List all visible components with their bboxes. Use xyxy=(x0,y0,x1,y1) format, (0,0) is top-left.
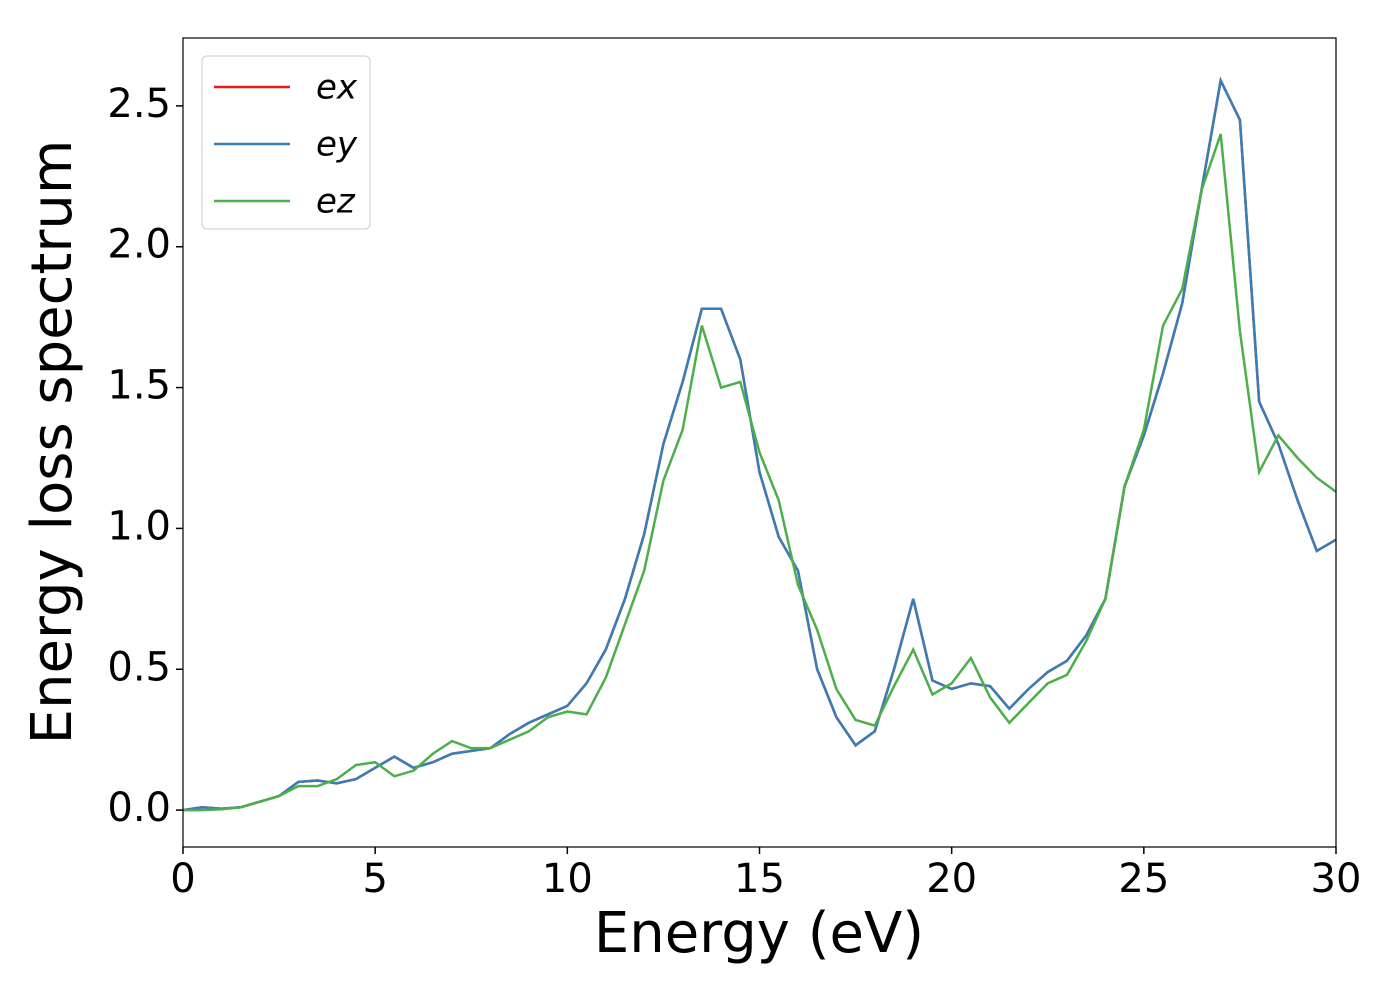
y-tick-label: 0.5 xyxy=(107,644,171,690)
x-axis-label: Energy (eV) xyxy=(594,901,924,966)
x-tick-label: 20 xyxy=(926,856,977,902)
y-axis-label: Energy loss spectrum xyxy=(20,140,85,745)
legend-box xyxy=(201,55,371,230)
plot-frame xyxy=(182,37,1337,848)
legend-label: ez xyxy=(316,182,356,222)
line-series xyxy=(183,133,1336,812)
x-tick-label: 30 xyxy=(1311,856,1362,902)
y-tick-label: 0.0 xyxy=(107,785,171,831)
x-tick-label: 0 xyxy=(170,856,195,902)
x-tick-label: 15 xyxy=(734,856,785,902)
y-tick-label: 1.0 xyxy=(107,503,171,549)
y-tick-label: 2.0 xyxy=(107,222,171,268)
y-tick-label: 1.5 xyxy=(107,363,171,409)
legend-label: ey xyxy=(316,125,358,165)
legend-label: ex xyxy=(316,68,358,108)
x-tick-label: 5 xyxy=(362,856,387,902)
y-tick-label: 2.5 xyxy=(107,81,171,127)
x-tick-label: 25 xyxy=(1118,856,1169,902)
x-tick-label: 10 xyxy=(542,856,593,902)
line-series xyxy=(183,76,1336,812)
